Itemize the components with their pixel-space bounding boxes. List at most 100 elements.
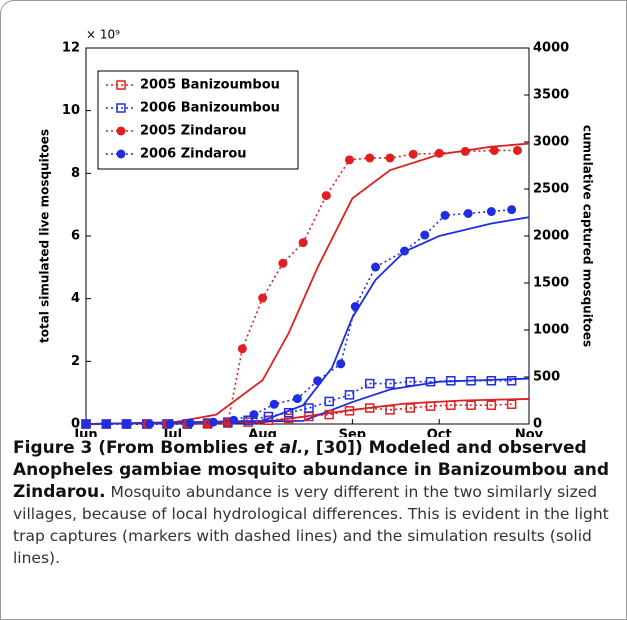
legend-label: 2005 Zindarou xyxy=(140,124,247,139)
legend-marker xyxy=(116,126,126,136)
legend-marker xyxy=(116,80,126,90)
x-tick-label: Aug xyxy=(248,428,277,438)
y-tick-label: 6 xyxy=(71,229,80,244)
marker xyxy=(463,208,473,218)
legend-label: 2006 Banizoumbou xyxy=(140,101,280,116)
x-tick-label: Sep xyxy=(339,428,367,438)
marker xyxy=(466,400,476,410)
y-tick-label: 10 xyxy=(62,103,80,118)
marker xyxy=(371,262,381,272)
marker xyxy=(399,246,409,256)
caption-text: , [30]) Modeled and observed Anopheles g… xyxy=(13,438,610,502)
marker xyxy=(344,390,355,400)
marker xyxy=(269,399,279,409)
marker xyxy=(385,153,395,163)
line xyxy=(86,149,518,425)
y-axis-label: total simulated live mosquitoes xyxy=(38,129,52,343)
y2-tick-label: 1500 xyxy=(533,276,569,291)
marker xyxy=(313,376,323,386)
legend-marker xyxy=(116,103,126,113)
marker xyxy=(486,207,496,217)
marker xyxy=(365,378,375,389)
marker xyxy=(486,376,497,386)
marker xyxy=(507,205,517,215)
marker xyxy=(258,293,268,303)
y2-tick-label: 0 xyxy=(533,417,542,432)
marker xyxy=(283,407,294,418)
caption-text: et al. xyxy=(254,438,304,458)
caption-text: Mosquito abundance is very different in … xyxy=(13,483,609,567)
x-tick-label: Oct xyxy=(427,428,452,438)
legend-label: 2005 Banizoumbou xyxy=(140,78,280,93)
marker xyxy=(165,419,175,429)
marker xyxy=(425,401,436,411)
y-tick-label: 4 xyxy=(71,291,80,306)
caption-text: Figure 3 (From Bomblies xyxy=(13,438,255,458)
y-tick-label: 0 xyxy=(71,417,80,432)
marker xyxy=(263,411,274,422)
marker xyxy=(243,415,253,425)
y2-tick-label: 3500 xyxy=(533,88,569,103)
marker xyxy=(304,403,314,413)
y-tick-label: 12 xyxy=(62,41,80,56)
marker xyxy=(101,419,111,429)
marker xyxy=(506,399,517,410)
y2-tick-label: 4000 xyxy=(533,41,569,56)
marker xyxy=(446,376,456,386)
marker xyxy=(420,230,430,240)
marker xyxy=(512,145,522,155)
marker xyxy=(350,302,360,311)
line xyxy=(85,142,530,425)
marker xyxy=(336,359,346,369)
marker xyxy=(208,417,218,427)
legend-label: 2006 Zindarou xyxy=(140,147,247,162)
marker xyxy=(145,419,155,429)
marker xyxy=(249,410,259,420)
y2-tick-label: 2500 xyxy=(533,182,569,197)
line xyxy=(85,216,530,425)
marker xyxy=(324,396,334,407)
y2-tick-label: 1000 xyxy=(533,323,569,338)
marker xyxy=(344,155,354,165)
marker xyxy=(292,394,302,404)
marker xyxy=(122,419,132,429)
marker xyxy=(385,378,395,389)
y2-tick-label: 2000 xyxy=(533,229,569,244)
marker xyxy=(385,405,395,415)
line xyxy=(85,398,530,425)
marker xyxy=(81,419,91,429)
marker xyxy=(185,418,195,428)
marker xyxy=(324,409,334,420)
chart: × 10⁹ total simulated live mosquitoes cu… xyxy=(38,28,595,443)
y2-tick-label: 3000 xyxy=(533,135,569,150)
marker xyxy=(460,146,470,156)
marker xyxy=(321,191,331,201)
marker xyxy=(489,145,499,155)
marker xyxy=(344,406,355,416)
marker xyxy=(298,238,308,248)
y2-axis-label: cumulative captured mosquitoes xyxy=(581,125,595,347)
marker xyxy=(486,400,497,410)
marker xyxy=(365,153,375,163)
x-tick-label: Jul xyxy=(163,428,183,438)
marker xyxy=(283,413,294,424)
marker xyxy=(425,376,436,387)
marker xyxy=(405,376,416,387)
caption-title: Figure 3 (From Bomblies et al., [30]) Mo… xyxy=(13,438,609,502)
marker xyxy=(446,400,456,410)
marker xyxy=(229,415,239,425)
x-tick-label: Jun xyxy=(73,428,97,438)
y2-tick-label: 500 xyxy=(533,370,560,385)
marker xyxy=(365,403,375,413)
y-tick-label: 2 xyxy=(71,354,80,369)
legend-marker xyxy=(116,149,126,159)
caption: Figure 3 (From Bomblies et al., [30]) Mo… xyxy=(13,437,613,569)
marker xyxy=(466,376,476,386)
marker xyxy=(440,210,450,220)
marker xyxy=(408,149,418,159)
x-tick-label: Nov xyxy=(515,428,544,438)
legend-box xyxy=(97,70,299,170)
marker xyxy=(278,258,288,268)
y-multiplier: × 10⁹ xyxy=(86,28,120,42)
